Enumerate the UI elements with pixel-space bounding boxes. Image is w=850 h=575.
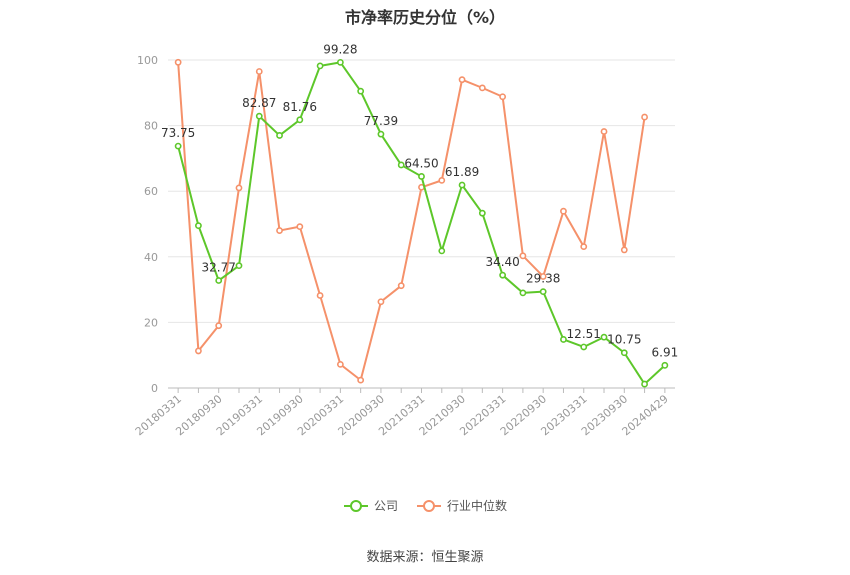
industry-data-point: [499, 93, 507, 101]
industry-data-point: [357, 376, 365, 384]
industry-data-point: [377, 298, 385, 306]
company-data-point: [296, 116, 304, 124]
industry-data-point: [519, 252, 527, 260]
industry-data-point: [336, 360, 344, 368]
y-tick-label: 20: [144, 316, 158, 329]
company-data-label: 10.75: [607, 333, 641, 347]
company-data-label: 34.40: [485, 255, 519, 269]
legend-marker-industry: [417, 499, 441, 512]
company-data-point: [255, 112, 263, 120]
company-data-label: 32.77: [202, 261, 236, 275]
industry-data-point: [316, 292, 324, 299]
company-data-point: [316, 62, 324, 70]
chart-title: 市净率历史分位（%）: [344, 8, 506, 27]
company-data-point: [620, 349, 628, 357]
company-data-label: 73.75: [161, 126, 195, 140]
industry-data-point: [478, 84, 486, 92]
company-data-label: 12.51: [567, 327, 601, 341]
industry-data-point: [600, 128, 608, 135]
source-note: 数据来源：恒生聚源: [366, 550, 484, 565]
industry-data-point: [195, 347, 202, 355]
industry-data-point: [438, 176, 446, 184]
company-data-point: [580, 343, 588, 351]
company-data-point: [499, 271, 507, 279]
legend-item-company[interactable]: 公司: [343, 497, 398, 514]
industry-data-point: [397, 282, 405, 290]
industry-data-point: [235, 184, 243, 192]
company-data-label: 64.50: [404, 156, 438, 170]
company-data-label: 61.89: [445, 165, 479, 179]
company-data-point: [418, 173, 425, 180]
company-data-point: [215, 277, 223, 284]
company-data-point: [377, 130, 385, 138]
industry-data-point: [215, 322, 223, 330]
industry-data-point: [641, 113, 648, 121]
company-data-label: 99.28: [323, 42, 357, 56]
legend-label-company: 公司: [373, 499, 398, 513]
legend-label-industry: 行业中位数: [447, 499, 508, 513]
legend: 公司 行业中位数: [0, 497, 850, 514]
company-data-point: [661, 361, 669, 369]
legend-item-industry[interactable]: 行业中位数: [416, 497, 507, 514]
company-data-point: [600, 333, 608, 341]
industry-data-point: [276, 227, 283, 234]
company-data-point: [397, 161, 405, 169]
y-tick-label: 0: [151, 382, 158, 395]
company-data-point: [539, 288, 547, 296]
company-data-point: [357, 87, 365, 95]
industry-data-point: [255, 68, 263, 75]
industry-data-point: [539, 273, 547, 280]
company-data-point: [478, 209, 486, 217]
company-data-point: [235, 262, 243, 270]
company-data-label: 29.38: [526, 272, 560, 286]
company-data-point: [560, 336, 567, 343]
y-tick-label: 60: [144, 185, 158, 198]
company-data-point: [336, 58, 344, 66]
y-tick-label: 40: [144, 251, 158, 264]
industry-series-line: [177, 62, 646, 382]
company-data-point: [276, 132, 283, 139]
company-data-point: [641, 380, 648, 388]
company-data-label: 6.91: [652, 345, 679, 359]
industry-data-point: [296, 223, 304, 231]
company-data-point: [195, 222, 202, 230]
industry-data-point: [580, 243, 588, 251]
company-data-label: 82.87: [242, 96, 276, 110]
industry-data-point: [620, 246, 628, 254]
y-tick-label: 100: [137, 54, 158, 67]
industry-data-point: [174, 58, 182, 66]
industry-data-point: [560, 207, 567, 215]
legend-marker-company: [343, 499, 368, 512]
company-data-point: [458, 181, 466, 189]
company-data-label: 77.39: [364, 114, 398, 128]
industry-data-point: [458, 76, 466, 84]
company-data-point: [519, 289, 527, 297]
company-data-point: [174, 142, 182, 150]
company-data-point: [438, 247, 446, 255]
company-data-label: 81.76: [283, 100, 317, 114]
y-tick-label: 80: [144, 120, 158, 133]
